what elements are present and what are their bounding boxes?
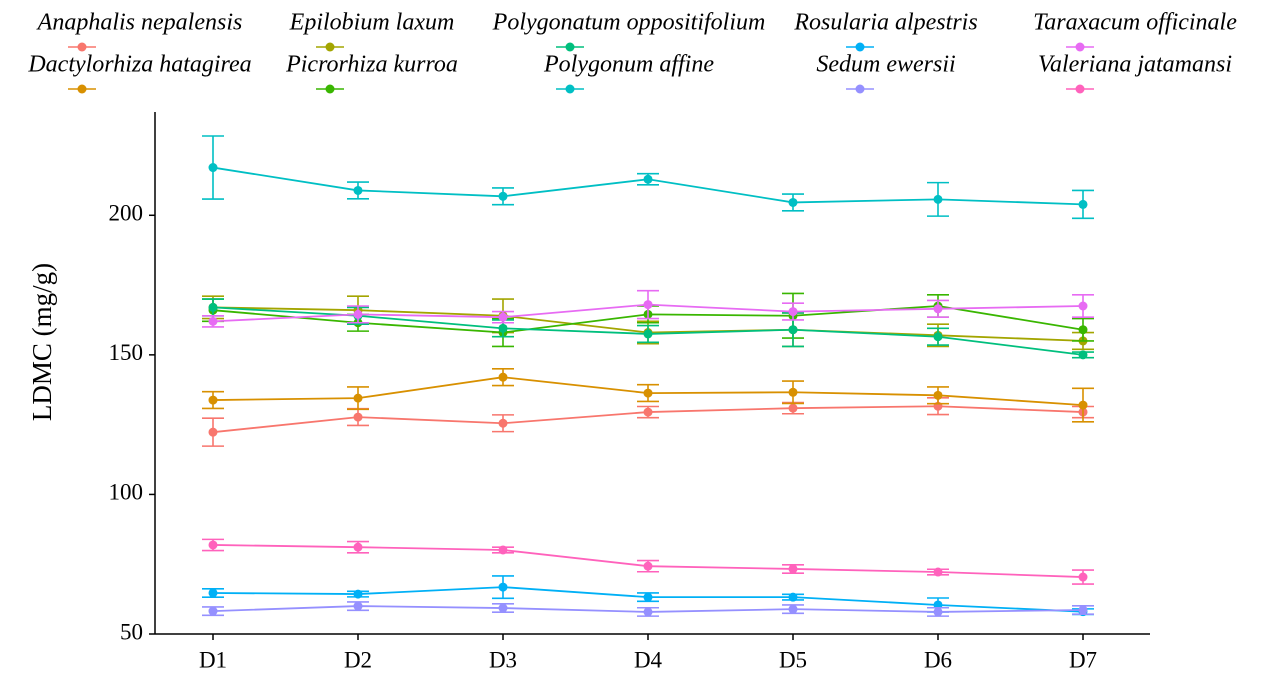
- point: [788, 564, 798, 574]
- point: [643, 388, 653, 398]
- point: [353, 309, 363, 319]
- point: [498, 323, 508, 333]
- legend-label: Sedum ewersii: [816, 52, 955, 78]
- point: [1078, 400, 1088, 410]
- point: [643, 329, 653, 339]
- legend-label: Taraxacum officinale: [1033, 10, 1237, 36]
- point: [208, 588, 218, 598]
- point: [1078, 605, 1088, 615]
- point: [498, 418, 508, 428]
- point: [353, 589, 363, 599]
- point: [788, 604, 798, 614]
- point: [208, 427, 218, 437]
- point: [788, 387, 798, 397]
- legend-key: [1075, 42, 1085, 52]
- point: [643, 407, 653, 417]
- point: [1078, 572, 1088, 582]
- point: [498, 603, 508, 613]
- point: [208, 606, 218, 616]
- legend-key: [77, 84, 87, 94]
- legend-key: [325, 84, 335, 94]
- point: [353, 412, 363, 422]
- x-tick-label: D6: [924, 647, 952, 672]
- point: [498, 372, 508, 382]
- x-tick-label: D3: [489, 647, 517, 672]
- point: [788, 592, 798, 602]
- legend-key: [565, 42, 575, 52]
- y-tick-label: 100: [109, 480, 144, 505]
- point: [498, 582, 508, 592]
- point: [933, 390, 943, 400]
- point: [1078, 199, 1088, 209]
- point: [788, 403, 798, 413]
- point: [208, 302, 218, 312]
- point: [933, 332, 943, 342]
- point: [643, 561, 653, 571]
- point: [933, 607, 943, 617]
- point: [208, 540, 218, 550]
- point: [353, 185, 363, 195]
- legend-label: Polygonum affine: [543, 52, 714, 78]
- legend-key: [1075, 84, 1085, 94]
- point: [788, 307, 798, 317]
- x-tick-label: D1: [199, 647, 227, 672]
- x-tick-label: D2: [344, 647, 372, 672]
- point: [643, 607, 653, 617]
- y-tick-label: 200: [109, 201, 144, 226]
- point: [643, 300, 653, 310]
- point: [208, 316, 218, 326]
- point: [353, 542, 363, 552]
- point: [498, 191, 508, 201]
- x-tick-label: D5: [779, 647, 807, 672]
- legend-label: Anaphalis nepalensis: [36, 10, 243, 36]
- legend-label: Dactylorhiza hatagirea: [27, 52, 251, 78]
- y-tick-label: 50: [120, 619, 143, 644]
- y-tick-label: 150: [109, 340, 144, 365]
- x-tick-label: D7: [1069, 647, 1097, 672]
- point: [498, 545, 508, 555]
- y-axis-label: LDMC (mg/g): [27, 263, 57, 421]
- legend-label: Polygonatum oppositifolium: [492, 10, 766, 36]
- legend-key: [855, 42, 865, 52]
- legend-label: Rosularia alpestris: [793, 10, 977, 36]
- point: [1078, 301, 1088, 311]
- legend-key: [77, 42, 87, 52]
- point: [208, 163, 218, 173]
- point: [353, 601, 363, 611]
- point: [643, 592, 653, 602]
- point: [208, 395, 218, 405]
- legend-label: Epilobium laxum: [289, 10, 455, 36]
- point: [353, 393, 363, 403]
- legend-label: Picrorhiza kurroa: [285, 52, 458, 78]
- point: [933, 194, 943, 204]
- point: [933, 304, 943, 314]
- legend-label: Valeriana jatamansi: [1038, 52, 1232, 78]
- legend-key: [855, 84, 865, 94]
- point: [498, 312, 508, 322]
- point: [788, 197, 798, 207]
- point: [1078, 325, 1088, 335]
- x-tick-label: D4: [634, 647, 663, 672]
- legend-key: [325, 42, 335, 52]
- legend-key: [565, 84, 575, 94]
- point: [643, 174, 653, 184]
- point: [1078, 350, 1088, 360]
- point: [933, 567, 943, 577]
- point: [788, 325, 798, 335]
